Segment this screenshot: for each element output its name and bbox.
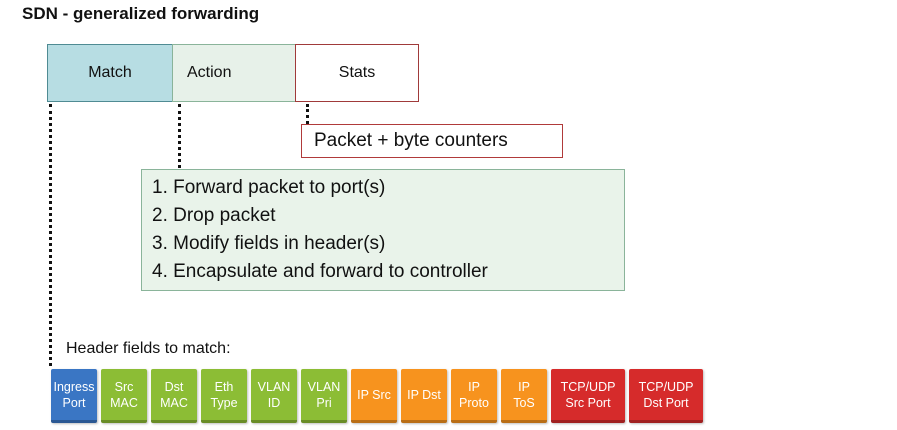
header-field-text: Port	[62, 395, 86, 410]
header-field-cell: IP Dst	[401, 369, 447, 423]
header-field-text: Type	[210, 395, 238, 410]
header-field-text: Pri	[316, 395, 332, 410]
header-field-cell: IP Proto	[451, 369, 497, 423]
header-field-text: MAC	[160, 395, 188, 410]
action-box: Action	[172, 44, 296, 102]
stats-box: Stats	[295, 44, 419, 102]
header-field-text: IP Dst	[407, 387, 441, 402]
header-field-text: Dst	[164, 379, 184, 394]
header-field-cell: Eth Type	[201, 369, 247, 423]
stats-dotted-connector	[306, 104, 309, 124]
match-box: Match	[47, 44, 173, 102]
header-field-text: Proto	[459, 395, 489, 410]
action-item: 4. Encapsulate and forward to controller	[152, 261, 488, 282]
header-field-text: MAC	[110, 395, 138, 410]
header-field-text: IP	[518, 379, 530, 394]
header-field-text: Src Port	[565, 395, 611, 410]
action-item: 3. Modify fields in header(s)	[152, 233, 386, 254]
header-field-text: Dst Port	[643, 395, 689, 410]
header-field-text: VLAN	[307, 379, 341, 394]
header-field-cell: Ingress Port	[51, 369, 97, 423]
header-field-text: Ingress	[53, 379, 95, 394]
header-field-cell: VLAN ID	[251, 369, 297, 423]
header-field-text: VLAN	[257, 379, 291, 394]
action-item: 2. Drop packet	[152, 205, 276, 226]
header-field-cell: Src MAC	[101, 369, 147, 423]
header-field-text: IP	[468, 379, 480, 394]
header-field-text: IP Src	[357, 387, 391, 402]
action-dotted-connector	[178, 104, 181, 168]
header-fields-row: Ingress Port Src MAC Dst MAC Eth Type VLAN ID VLAN…	[51, 369, 707, 423]
header-fields-label: Header fields to match:	[66, 340, 231, 357]
page-title: SDN - generalized forwarding	[22, 4, 260, 23]
header-field-text: TCP/UDP	[638, 379, 694, 394]
match-dotted-connector	[49, 104, 52, 366]
header-field-cell: IP ToS	[501, 369, 547, 423]
header-field-cell: TCP/UDP Src Port	[551, 369, 625, 423]
header-field-cell: IP Src	[351, 369, 397, 423]
header-field-text: TCP/UDP	[560, 379, 616, 394]
actions-list: 1. Forward packet to port(s) 2. Drop pac…	[141, 169, 625, 291]
header-field-cell: TCP/UDP Dst Port	[629, 369, 703, 423]
action-item: 1. Forward packet to port(s)	[152, 177, 386, 198]
header-field-text: ID	[267, 395, 281, 410]
packet-byte-counters-box: Packet + byte counters	[301, 124, 563, 158]
header-field-text: Src	[114, 379, 134, 394]
header-field-cell: Dst MAC	[151, 369, 197, 423]
header-field-text: Eth	[214, 379, 234, 394]
stats-label: Stats	[338, 64, 376, 81]
header-field-cell: VLAN Pri	[301, 369, 347, 423]
match-label: Match	[88, 64, 132, 81]
header-field-text: ToS	[513, 395, 535, 410]
action-label: Action	[187, 64, 232, 81]
